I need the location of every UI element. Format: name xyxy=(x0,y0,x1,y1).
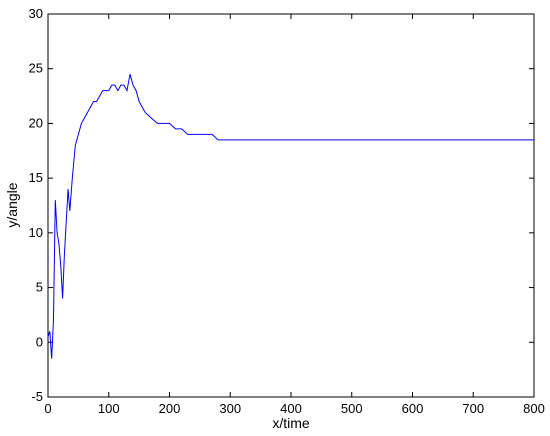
y-tick-label: 0 xyxy=(36,334,43,349)
y-tick-label: 10 xyxy=(29,225,43,240)
x-tick-label: 400 xyxy=(280,401,302,416)
x-tick-label: 300 xyxy=(219,401,241,416)
y-tick-label: 25 xyxy=(29,61,43,76)
x-tick-label: 100 xyxy=(98,401,120,416)
x-tick-label: 0 xyxy=(44,401,51,416)
x-tick-label: 500 xyxy=(341,401,363,416)
y-tick-label: 5 xyxy=(36,280,43,295)
y-tick-label: 30 xyxy=(29,6,43,21)
y-axis: -5 0 5 10 15 20 25 30 xyxy=(29,6,534,404)
y-tick-label: -5 xyxy=(31,389,43,404)
x-axis: 0 100 200 300 400 500 600 700 800 xyxy=(44,14,545,416)
data-series-line xyxy=(47,74,534,359)
x-tick-label: 800 xyxy=(523,401,545,416)
y-tick-label: 15 xyxy=(29,170,43,185)
y-tick-label: 20 xyxy=(29,115,43,130)
x-axis-title: x/time xyxy=(272,415,310,431)
x-tick-label: 700 xyxy=(462,401,484,416)
x-tick-label: 200 xyxy=(159,401,181,416)
plot-area xyxy=(47,13,535,398)
x-tick-label: 600 xyxy=(402,401,424,416)
y-axis-title: y/angle xyxy=(4,182,20,227)
